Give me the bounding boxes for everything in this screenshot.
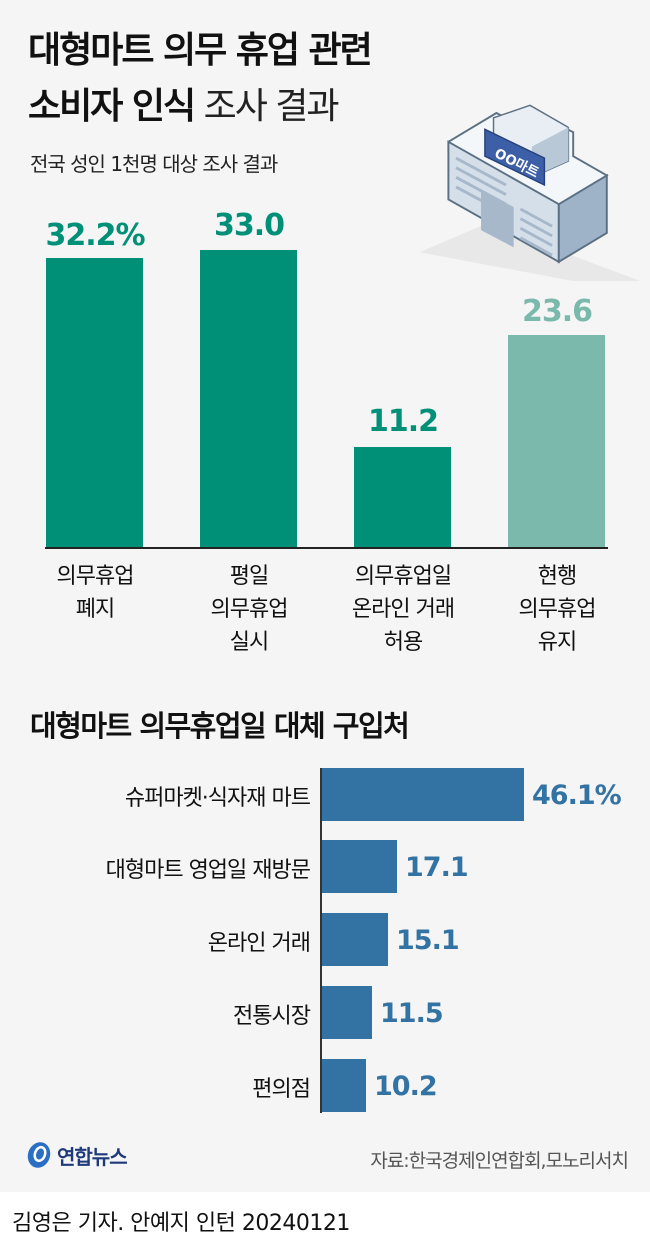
y-axis-line	[320, 768, 322, 1113]
hbar-value-5: 10.2	[374, 1071, 438, 1102]
hbar-traditional-market	[322, 986, 372, 1039]
hbar-label-4: 전통시장	[233, 1004, 311, 1029]
infographic-panel: 대형마트 의무 휴업 관련 소비자 인식 조사 결과 전국 성인 1천명 대상 …	[25, 30, 641, 1172]
bar-label-4: 현행 의무휴업 유지	[518, 564, 597, 655]
bar-online	[354, 447, 451, 547]
hbar-value-1: 46.1%	[532, 780, 622, 811]
hbar-online	[322, 913, 388, 966]
hbar-value-4: 11.5	[380, 998, 444, 1029]
hbar-value-3: 15.1	[396, 925, 460, 956]
title-light: 조사 결과	[194, 86, 340, 127]
yonhap-logo-icon	[27, 1142, 51, 1168]
hbar-label-5: 편의점	[252, 1077, 311, 1102]
title-bold: 소비자 인식	[28, 86, 196, 127]
bar-value-2: 33.0	[213, 208, 285, 243]
section-title: 대형마트 의무휴업일 대체 구입처	[30, 709, 410, 743]
credit-line: 김영은 기자. 안예지 인턴 20240121	[12, 1211, 350, 1236]
bar-label-1: 의무휴업 폐지	[56, 564, 135, 622]
store-building-icon: OO마트	[419, 104, 641, 281]
hbar-revisit	[322, 840, 397, 893]
hbar-label-2: 대형마트 영업일 재방문	[105, 858, 311, 883]
logo-text: 연합뉴스	[57, 1144, 128, 1169]
bar-abolish	[46, 258, 143, 547]
subtitle: 전국 성인 1천명 대상 조사 결과	[30, 152, 278, 176]
bar-label-3: 의무휴업일 온라인 거래 허용	[351, 564, 455, 655]
yonhap-logo: 연합뉴스	[25, 1140, 128, 1170]
source-text: 자료:한국경제인연합회,모노리서치	[370, 1150, 629, 1172]
page-title-line1: 대형마트 의무 휴업 관련	[28, 30, 373, 71]
page-title-line2: 소비자 인식 조사 결과	[28, 84, 340, 130]
hbar-convenience	[322, 1059, 366, 1112]
bar-value-4: 23.6	[521, 294, 593, 329]
x-axis-baseline	[45, 547, 608, 549]
bar-value-1: 32.2%	[45, 218, 145, 253]
bar-maintain	[508, 335, 605, 547]
bar-label-2: 평일 의무휴업 실시	[210, 564, 289, 655]
hbar-label-1: 슈퍼마켓·식자재 마트	[124, 786, 311, 811]
bar-weekday	[200, 250, 297, 547]
hbar-supermarket	[322, 768, 524, 821]
hbar-value-2: 17.1	[405, 852, 469, 883]
bar-value-3: 11.2	[367, 404, 439, 439]
hbar-label-3: 온라인 거래	[207, 931, 311, 956]
